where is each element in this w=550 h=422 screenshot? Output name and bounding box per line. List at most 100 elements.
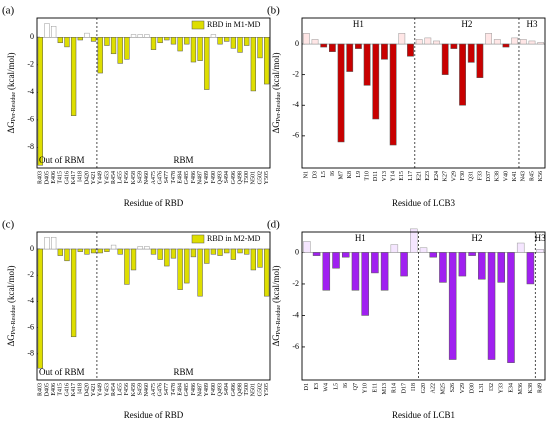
x-tick-label: T478 — [171, 383, 177, 396]
x-tick-label: F456 — [124, 171, 130, 183]
x-tick-label: Y449 — [98, 383, 104, 396]
bar — [312, 252, 321, 256]
x-tick-label: M36 — [518, 383, 524, 394]
y-axis-title-sub: Per-Residue — [276, 92, 282, 122]
y-tick-label: -8 — [27, 142, 34, 151]
x-tick-label: F456 — [124, 383, 130, 395]
x-tick-label: G502 — [257, 383, 263, 396]
x-tick-label: A475 — [151, 383, 157, 396]
y-tick-label: -6 — [27, 115, 34, 124]
x-tick-label: T415 — [58, 383, 64, 396]
bar — [184, 248, 190, 284]
bar — [210, 34, 217, 38]
x-tick-label: T415 — [58, 171, 64, 184]
x-tick-label: M13 — [382, 383, 388, 394]
x-tick-label: N1 — [304, 171, 310, 178]
x-tick-label: G416 — [64, 383, 70, 396]
y-tick-label: 0 — [295, 39, 299, 48]
x-tick-label: K27 — [443, 171, 449, 181]
bar — [57, 248, 63, 256]
bar — [372, 43, 380, 120]
x-tick-label: W4 — [324, 383, 330, 392]
x-tick-label: D420 — [84, 171, 90, 184]
y-axis-title-main: ΔG — [6, 121, 16, 134]
x-tick-label: V40 — [503, 171, 509, 181]
bar — [70, 37, 77, 116]
x-tick-label: D37 — [486, 171, 492, 181]
bar — [50, 26, 57, 38]
x-tick-label: N487 — [197, 171, 203, 184]
bar — [110, 244, 117, 250]
bar — [190, 248, 197, 258]
y-axis-title-main: ΔG — [6, 334, 16, 347]
y-axis-title-unit: (kcal/mol) — [6, 52, 16, 90]
bar — [250, 37, 257, 92]
bar — [419, 247, 428, 253]
x-tick-label: V13 — [382, 171, 388, 181]
bar — [77, 248, 83, 252]
x-tick-label: Y505 — [264, 383, 270, 396]
bar — [44, 23, 50, 38]
y-tick-label: -6 — [292, 342, 299, 351]
y-axis-title: ΔGPer-Residue (kcal/mol) — [6, 52, 17, 133]
bar — [398, 33, 406, 45]
y-axis-title-unit: (kcal/mol) — [6, 265, 16, 303]
bar — [144, 246, 150, 250]
bar — [104, 37, 110, 46]
x-tick-label: F486 — [191, 383, 197, 395]
bar — [84, 248, 90, 255]
x-tick-label: E484 — [178, 383, 184, 396]
bar — [184, 37, 190, 45]
x-tick-label: E24 — [434, 171, 440, 181]
legend-label: RBD in M2-MD — [207, 234, 261, 243]
panel-label: (c) — [2, 219, 15, 231]
x-tick-label: Q498 — [237, 171, 243, 184]
bar — [144, 34, 150, 38]
x-tick-label: T478 — [171, 171, 177, 184]
bar — [536, 249, 544, 253]
bar — [311, 39, 319, 45]
x-tick-label: F486 — [191, 171, 197, 183]
bar — [355, 43, 362, 49]
x-tick-label: L17 — [408, 171, 414, 181]
bar — [257, 37, 263, 59]
bar — [197, 248, 203, 297]
bar — [250, 248, 257, 271]
legend-label: RBD in M1-MD — [207, 20, 261, 29]
bar — [170, 37, 177, 45]
bar — [217, 37, 223, 45]
panel-label: (d) — [267, 219, 280, 231]
x-tick-label: S494 — [224, 383, 230, 395]
y-tick-label: -2 — [292, 69, 299, 78]
bar — [257, 248, 263, 268]
region-label: Out of RBM — [39, 367, 85, 377]
y-axis-title-sub: Per-Residue — [11, 92, 17, 122]
region-label: H3 — [535, 233, 546, 243]
y-axis-title: ΔGPer-Residue (kcal/mol) — [271, 52, 282, 133]
bar — [210, 248, 217, 255]
x-tick-label: D405 — [44, 171, 50, 184]
bar — [264, 248, 270, 297]
y-tick-label: -2 — [27, 270, 34, 279]
bar — [170, 248, 177, 259]
bar — [124, 248, 130, 285]
bar — [516, 242, 525, 253]
y-axis-title-main: ΔG — [271, 121, 281, 134]
x-tick-label: D1 — [304, 383, 310, 390]
bar — [459, 43, 466, 106]
x-tick-label: K38 — [528, 383, 534, 393]
bar — [157, 248, 163, 260]
bar — [204, 248, 210, 264]
bar — [130, 248, 137, 271]
x-tick-label: N460 — [144, 383, 150, 396]
region-label: RBM — [173, 367, 193, 377]
bar — [117, 37, 123, 64]
bar — [448, 252, 457, 360]
x-tick-label: A475 — [151, 171, 157, 184]
x-tick-label: A22 — [431, 383, 437, 393]
panel-label: (a) — [2, 5, 15, 17]
bar — [57, 37, 63, 44]
bar — [337, 43, 345, 143]
bar — [244, 248, 250, 255]
